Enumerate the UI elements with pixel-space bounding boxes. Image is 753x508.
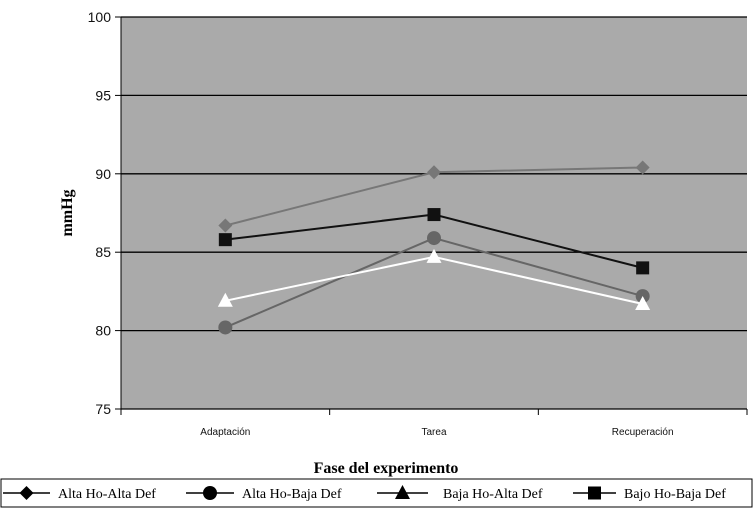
legend-marker-1: [19, 486, 34, 500]
x-axis-title: Fase del experimento: [314, 460, 459, 477]
x-tick-label-2: Tarea: [421, 427, 446, 438]
series-1-point-3: [635, 160, 650, 175]
legend-marker-2: [203, 486, 217, 500]
x-axis: Adaptación Tarea Recuperación: [120, 408, 748, 438]
series-3-point-2: [426, 248, 442, 263]
y-tick-label-95: 95: [95, 87, 111, 103]
y-tick-label-80: 80: [95, 323, 111, 339]
y-tick-label-100: 100: [88, 9, 112, 25]
y-axis-title: mmHg: [59, 189, 76, 236]
series-3: [217, 248, 651, 310]
legend-item-2: Alta Ho-Baja Def: [186, 486, 342, 502]
legend-marker-4: [588, 486, 601, 500]
series-4-point-1: [218, 233, 232, 247]
y-tick-label-75: 75: [95, 401, 111, 417]
series-1-point-2: [427, 165, 441, 180]
legend-box: [0, 478, 753, 508]
legend-label-2: Alta Ho-Baja Def: [242, 487, 342, 502]
series-4-point-2: [427, 208, 441, 222]
series-3-point-3: [635, 295, 651, 310]
legend-marker-3: [395, 485, 410, 499]
legend-label-4: Bajo Ho-Baja Def: [624, 487, 726, 502]
series-4: [218, 208, 650, 275]
series-group: [217, 160, 651, 335]
legend-label-3: Baja Ho-Alta Def: [443, 487, 543, 502]
x-tick-label-1: Adaptación: [200, 427, 250, 438]
series-2-point-2: [427, 231, 441, 246]
legend-item-4: Bajo Ho-Baja Def: [573, 486, 726, 502]
legend-item-1: Alta Ho-Alta Def: [3, 486, 156, 502]
series-1-point-1: [218, 218, 233, 233]
series-2: [218, 231, 650, 335]
series-3-point-1: [217, 292, 233, 307]
y-tick-label-90: 90: [95, 166, 111, 182]
legend-item-3: Baja Ho-Alta Def: [377, 485, 543, 502]
legend: Alta Ho-Alta Def Alta Ho-Baja Def Baja Ho-…: [3, 485, 726, 502]
x-tick-label-3: Recuperación: [612, 427, 674, 438]
legend-label-1: Alta Ho-Alta Def: [58, 487, 156, 502]
series-4-point-3: [636, 261, 650, 275]
y-axis: 75 80 85 90 95 100: [88, 9, 122, 417]
series-2-point-1: [218, 320, 233, 335]
y-tick-label-85: 85: [95, 244, 111, 260]
series-1: [218, 160, 650, 233]
